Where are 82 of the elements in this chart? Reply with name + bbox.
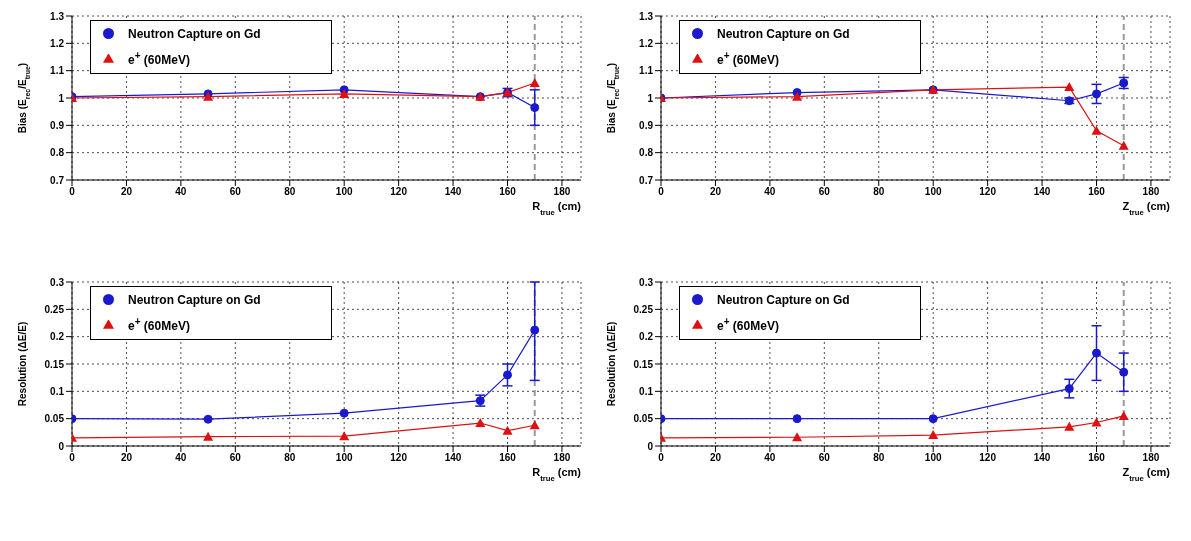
y-tick-label: 0.2 bbox=[50, 331, 65, 343]
y-tick-label: 1.3 bbox=[50, 10, 65, 22]
x-tick-label: 40 bbox=[764, 452, 776, 464]
x-tick-label: 160 bbox=[1088, 186, 1106, 198]
x-tick-label: 0 bbox=[658, 186, 665, 198]
y-tick-label: 0.25 bbox=[633, 303, 654, 315]
x-tick-label: 160 bbox=[499, 186, 517, 198]
y-tick-label: 0.2 bbox=[639, 331, 654, 343]
y-axis-title: Resolution (ΔE/E) bbox=[606, 321, 617, 407]
y-tick-label: 1.1 bbox=[50, 65, 65, 77]
x-tick-label: 100 bbox=[924, 186, 942, 198]
x-tick-label: 140 bbox=[1033, 186, 1051, 198]
x-axis-title: R$_{true}$ (cm) bbox=[532, 200, 582, 217]
y-tick-label: 0.9 bbox=[50, 119, 65, 131]
x-tick-label: 100 bbox=[924, 452, 942, 464]
x-tick-label: 40 bbox=[175, 186, 187, 198]
x-tick-label: 180 bbox=[553, 452, 571, 464]
x-tick-label: 80 bbox=[873, 186, 885, 198]
y-tick-label: 1.1 bbox=[639, 65, 654, 77]
y-tick-label: 1 bbox=[58, 92, 65, 104]
legend-label: Neutron Capture on Gd bbox=[717, 27, 850, 41]
x-tick-label: 80 bbox=[284, 452, 296, 464]
x-tick-label: 120 bbox=[979, 186, 997, 198]
x-tick-label: 180 bbox=[553, 186, 571, 198]
x-tick-label: 120 bbox=[390, 186, 408, 198]
x-tick-label: 100 bbox=[335, 452, 353, 464]
y-tick-label: 1.2 bbox=[50, 37, 65, 49]
x-tick-label: 140 bbox=[444, 452, 462, 464]
y-tick-label: 0.15 bbox=[44, 358, 65, 370]
y-tick-label: 0 bbox=[647, 440, 654, 452]
x-tick-label: 20 bbox=[120, 452, 133, 464]
x-tick-label: 80 bbox=[873, 452, 885, 464]
legend-label: e$^{+}$ (60MeV) bbox=[717, 316, 779, 333]
legend-label: e$^{+}$ (60MeV) bbox=[717, 50, 779, 67]
x-axis-title: Z$_{true}$ (cm) bbox=[1122, 466, 1171, 483]
y-tick-label: 0.9 bbox=[639, 119, 654, 131]
x-tick-label: 0 bbox=[69, 186, 76, 198]
y-tick-label: 0.1 bbox=[639, 385, 654, 397]
legend-label: e$^{+}$ (60MeV) bbox=[128, 316, 190, 333]
y-tick-label: 0.05 bbox=[633, 413, 654, 425]
x-tick-label: 20 bbox=[709, 186, 722, 198]
y-tick-label: 0 bbox=[58, 440, 65, 452]
x-tick-label: 20 bbox=[709, 452, 722, 464]
x-tick-label: 160 bbox=[499, 452, 517, 464]
x-axis-title: Z$_{true}$ (cm) bbox=[1122, 200, 1171, 217]
x-tick-label: 40 bbox=[764, 186, 776, 198]
y-tick-label: 1 bbox=[647, 92, 654, 104]
y-tick-label: 0.3 bbox=[639, 276, 654, 288]
legend-label: Neutron Capture on Gd bbox=[717, 293, 850, 307]
y-tick-label: 0.1 bbox=[50, 385, 65, 397]
x-tick-label: 180 bbox=[1142, 452, 1160, 464]
y-tick-label: 0.15 bbox=[633, 358, 654, 370]
x-tick-label: 120 bbox=[979, 452, 997, 464]
x-tick-label: 180 bbox=[1142, 186, 1160, 198]
x-tick-label: 100 bbox=[335, 186, 353, 198]
x-axis-title: R$_{true}$ (cm) bbox=[532, 466, 582, 483]
x-tick-label: 0 bbox=[69, 452, 76, 464]
y-tick-label: 0.05 bbox=[44, 413, 65, 425]
x-tick-label: 60 bbox=[818, 186, 831, 198]
x-tick-label: 0 bbox=[658, 452, 665, 464]
x-tick-label: 140 bbox=[444, 186, 462, 198]
y-tick-label: 0.8 bbox=[639, 147, 654, 159]
x-tick-label: 160 bbox=[1088, 452, 1106, 464]
legend-label: Neutron Capture on Gd bbox=[128, 27, 261, 41]
y-tick-label: 0.7 bbox=[50, 174, 65, 186]
x-tick-label: 60 bbox=[818, 452, 831, 464]
x-tick-label: 20 bbox=[120, 186, 133, 198]
x-tick-label: 120 bbox=[390, 452, 408, 464]
x-tick-label: 80 bbox=[284, 186, 296, 198]
legend-label: e$^{+}$ (60MeV) bbox=[128, 50, 190, 67]
y-tick-label: 0.7 bbox=[639, 174, 654, 186]
legend-label: Neutron Capture on Gd bbox=[128, 293, 261, 307]
y-tick-label: 0.8 bbox=[50, 147, 65, 159]
y-tick-label: 0.25 bbox=[44, 303, 65, 315]
y-tick-label: 1.2 bbox=[639, 37, 654, 49]
x-tick-label: 60 bbox=[229, 186, 242, 198]
x-tick-label: 40 bbox=[175, 452, 187, 464]
x-tick-label: 140 bbox=[1033, 452, 1051, 464]
x-tick-label: 60 bbox=[229, 452, 242, 464]
y-tick-label: 1.3 bbox=[639, 10, 654, 22]
y-axis-title: Resolution (ΔE/E) bbox=[17, 321, 28, 407]
y-tick-label: 0.3 bbox=[50, 276, 65, 288]
